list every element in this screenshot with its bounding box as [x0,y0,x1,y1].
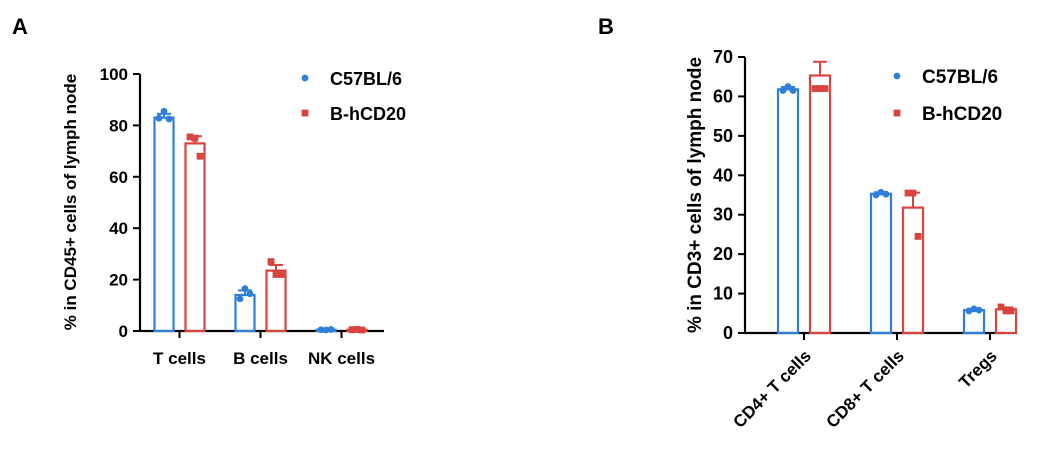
y-tick-label: 70 [713,47,733,67]
bar-bhcd20 [808,74,832,335]
bar-c57bl6 [869,192,893,335]
data-point [348,326,356,334]
legend-marker [893,109,901,117]
y-tick-label: 100 [100,65,128,84]
data-point [816,85,824,92]
bar-bhcd20 [265,269,287,333]
data-point [160,107,168,115]
y-tick-label: 50 [713,126,733,146]
data-point [241,285,249,292]
data-point [821,85,829,92]
data-point [811,85,819,92]
y-tick-label: 30 [713,205,733,225]
legend-label: B-hCD20 [922,104,1002,125]
y-tick-label: 40 [109,219,128,238]
data-point [872,191,880,199]
x-tick-label: CD4+ T cells [730,346,815,431]
y-tick-label: 60 [109,168,128,187]
data-point [246,290,254,298]
y-tick-label: 0 [723,323,733,343]
data-point [272,271,280,278]
data-point [1002,307,1010,315]
data-point [784,83,792,90]
data-point [191,134,199,142]
chart-panel-b: 0 10 20 30 40 50 60 70 % in CD3+ cells of lymph … [685,47,1018,432]
data-point [789,87,797,94]
legend-marker [301,74,309,82]
legend-marker [893,72,901,80]
data-point [322,326,330,334]
data-point [779,87,787,94]
y-tick-label: 40 [713,165,733,185]
y-tick-label: 80 [109,116,128,135]
data-point [904,189,912,197]
data-point [914,233,922,240]
data-point [882,190,890,198]
legend-marker [301,109,309,117]
y-tick-label: 60 [713,86,733,106]
legend-label: C57BL/6 [330,69,402,89]
data-point [165,115,173,123]
y-tick-label: 0 [119,322,128,341]
y-axis-label: % in CD3+ cells of lymph node [685,57,706,333]
bar-bhcd20 [184,142,206,333]
x-tick-label: Tregs [955,346,1001,392]
legend-label: B-hCD20 [330,104,406,124]
data-point [236,295,244,303]
data-point [277,271,285,278]
data-point [155,114,163,122]
chart-panel-a: 0 20 40 60 80 100 % in CD45+ cells of lymph no… [61,65,406,368]
y-tick-label: 20 [713,244,733,264]
data-point [353,326,361,333]
x-tick-label: B cells [233,349,288,368]
data-point [358,326,366,334]
x-tick-label: T cells [153,349,206,368]
data-point [317,326,325,334]
y-axis-label: % in CD45+ cells of lymph node [61,74,80,330]
panel-label-a: A [12,14,28,39]
bar-c57bl6 [153,116,175,333]
data-point [196,152,204,160]
panel-label-b: B [598,14,614,39]
bar-c57bl6 [776,88,800,335]
y-tick-label: 20 [109,271,128,290]
data-point [909,189,917,197]
x-tick-label: CD8+ T cells [823,346,908,431]
data-point [1007,307,1015,315]
data-point [997,303,1005,311]
data-point [975,306,983,314]
y-tick-label: 10 [713,284,733,304]
data-point [186,133,194,141]
legend-label: C57BL/6 [922,67,998,88]
data-point [267,258,275,266]
bar-bhcd20 [901,206,925,335]
data-point [327,326,335,333]
x-tick-label: NK cells [308,349,375,368]
